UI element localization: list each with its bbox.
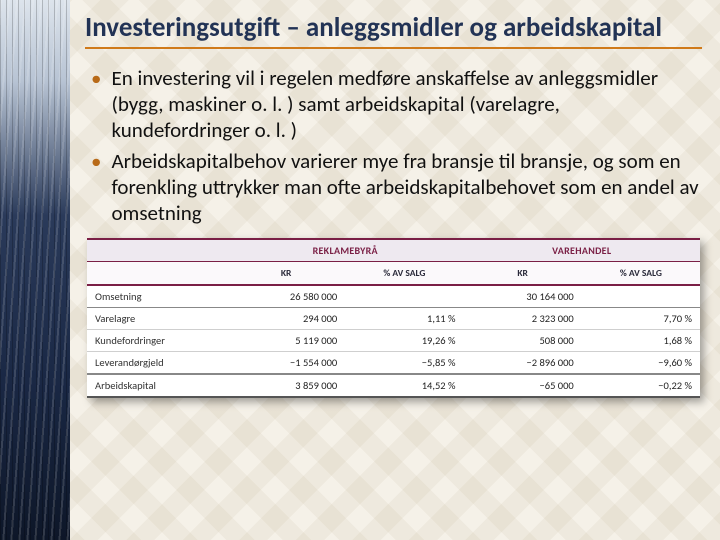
table-body: Omsetning26 580 00030 164 000Varelagre29… bbox=[87, 286, 700, 398]
row-label: Kundefordringer bbox=[87, 330, 227, 351]
slide-content: Investeringsutgift – anleggsmidler og ar… bbox=[85, 12, 702, 398]
row-value: 508 000 bbox=[464, 330, 582, 351]
table-header-cell bbox=[87, 262, 227, 284]
table-header-cell: % AV SALG bbox=[582, 262, 700, 284]
table-sub-header: KR % AV SALG KR % AV SALG bbox=[87, 262, 700, 286]
row-value: −9,60 % bbox=[582, 352, 700, 373]
table-row: Kundefordringer5 119 00019,26 %508 0001,… bbox=[87, 330, 700, 352]
bullet-icon: • bbox=[91, 148, 101, 227]
row-value: 26 580 000 bbox=[227, 286, 345, 307]
table-header-cell: % AV SALG bbox=[345, 262, 463, 284]
row-value: 30 164 000 bbox=[464, 286, 582, 307]
table-header-cell: KR bbox=[227, 262, 345, 284]
table-header-cell: REKLAMEBYRÅ bbox=[227, 240, 464, 261]
row-value bbox=[345, 286, 463, 307]
row-value: −0,22 % bbox=[582, 375, 700, 396]
row-value: 3 859 000 bbox=[227, 375, 345, 396]
comparison-table: REKLAMEBYRÅ VAREHANDEL KR % AV SALG KR %… bbox=[87, 238, 700, 398]
bullet-text: Arbeidskapitalbehov varierer mye fra bra… bbox=[111, 148, 702, 227]
row-value bbox=[582, 286, 700, 307]
slide-title: Investeringsutgift – anleggsmidler og ar… bbox=[85, 12, 702, 49]
row-value: 5 119 000 bbox=[227, 330, 345, 351]
table-row: Omsetning26 580 000 30 164 000 bbox=[87, 286, 700, 308]
table-group-header: REKLAMEBYRÅ VAREHANDEL bbox=[87, 238, 700, 262]
decorative-building-image bbox=[0, 0, 70, 540]
row-label: Arbeidskapital bbox=[87, 375, 227, 396]
table-row: Leverandørgjeld−1 554 000−5,85 %−2 896 0… bbox=[87, 352, 700, 374]
row-label: Omsetning bbox=[87, 286, 227, 307]
list-item: • Arbeidskapitalbehov varierer mye fra b… bbox=[91, 148, 702, 227]
row-value: 1,68 % bbox=[582, 330, 700, 351]
row-value: 7,70 % bbox=[582, 308, 700, 329]
row-value: −1 554 000 bbox=[227, 352, 345, 373]
row-value: 2 323 000 bbox=[464, 308, 582, 329]
table-header-cell: VAREHANDEL bbox=[464, 240, 701, 261]
table-row: Arbeidskapital3 859 00014,52 %−65 000−0,… bbox=[87, 374, 700, 398]
row-value: 1,11 % bbox=[345, 308, 463, 329]
row-label: Leverandørgjeld bbox=[87, 352, 227, 373]
row-value: −2 896 000 bbox=[464, 352, 582, 373]
row-label: Varelagre bbox=[87, 308, 227, 329]
list-item: • En investering vil i regelen medføre a… bbox=[91, 65, 702, 144]
row-value: −65 000 bbox=[464, 375, 582, 396]
bullet-text: En investering vil i regelen medføre ans… bbox=[111, 65, 702, 144]
table-header-cell: KR bbox=[464, 262, 582, 284]
row-value: 14,52 % bbox=[345, 375, 463, 396]
row-value: 294 000 bbox=[227, 308, 345, 329]
bullet-list: • En investering vil i regelen medføre a… bbox=[85, 65, 702, 227]
table-header-cell bbox=[87, 240, 227, 261]
row-value: −5,85 % bbox=[345, 352, 463, 373]
bullet-icon: • bbox=[91, 65, 101, 144]
row-value: 19,26 % bbox=[345, 330, 463, 351]
table-row: Varelagre294 0001,11 %2 323 0007,70 % bbox=[87, 308, 700, 330]
